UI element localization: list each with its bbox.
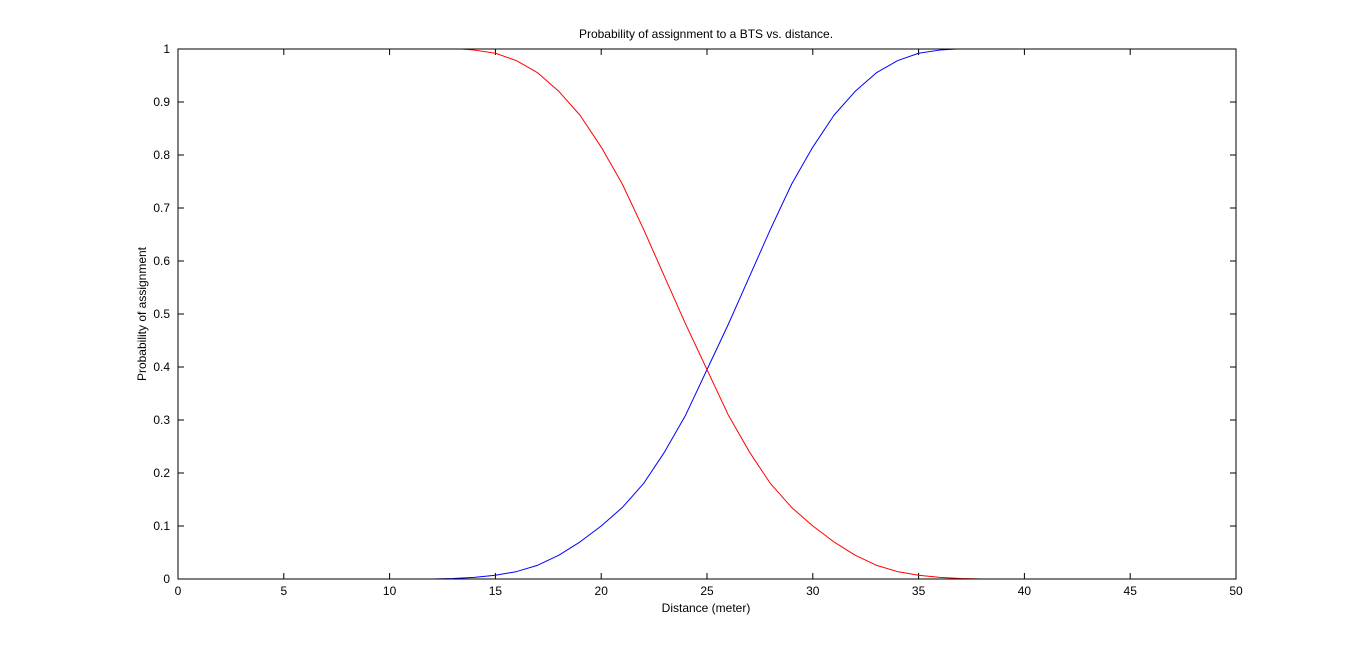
x-tick-label: 20 [595,584,609,598]
x-tick-label: 40 [1018,584,1032,598]
x-tick-label: 0 [175,584,182,598]
y-tick-label: 0.8 [153,148,170,162]
y-tick-label: 0 [163,572,170,586]
plot-area [178,49,1236,579]
x-tick-label: 30 [806,584,820,598]
x-tick-label: 25 [700,584,714,598]
y-tick-label: 0.1 [153,519,170,533]
x-tick-label: 35 [912,584,926,598]
x-tick-label: 5 [280,584,287,598]
chart-title: Probability of assignment to a BTS vs. d… [579,27,833,41]
y-tick-label: 0.9 [153,95,170,109]
y-tick-label: 0.7 [153,201,170,215]
x-tick-label: 45 [1124,584,1138,598]
x-tick-labels: 0 5 10 15 20 25 30 35 40 45 50 [175,584,1243,598]
y-tick-label: 0.2 [153,466,170,480]
y-tick-label: 0.4 [153,360,170,374]
plot-frame [177,48,1237,580]
y-tick-label: 0.5 [153,307,170,321]
y-axis-label: Probability of assignment [135,246,149,381]
x-tick-label: 50 [1229,584,1243,598]
y-tick-label: 0.3 [153,413,170,427]
y-tick-labels: 0 0.1 0.2 0.3 0.4 0.5 0.6 0.7 0.8 0.9 1 [153,42,170,586]
x-tick-label: 15 [489,584,503,598]
x-tick-label: 10 [383,584,397,598]
x-axis-label: Distance (meter) [662,601,751,615]
y-tick-label: 1 [163,42,170,56]
y-tick-label: 0.6 [153,254,170,268]
